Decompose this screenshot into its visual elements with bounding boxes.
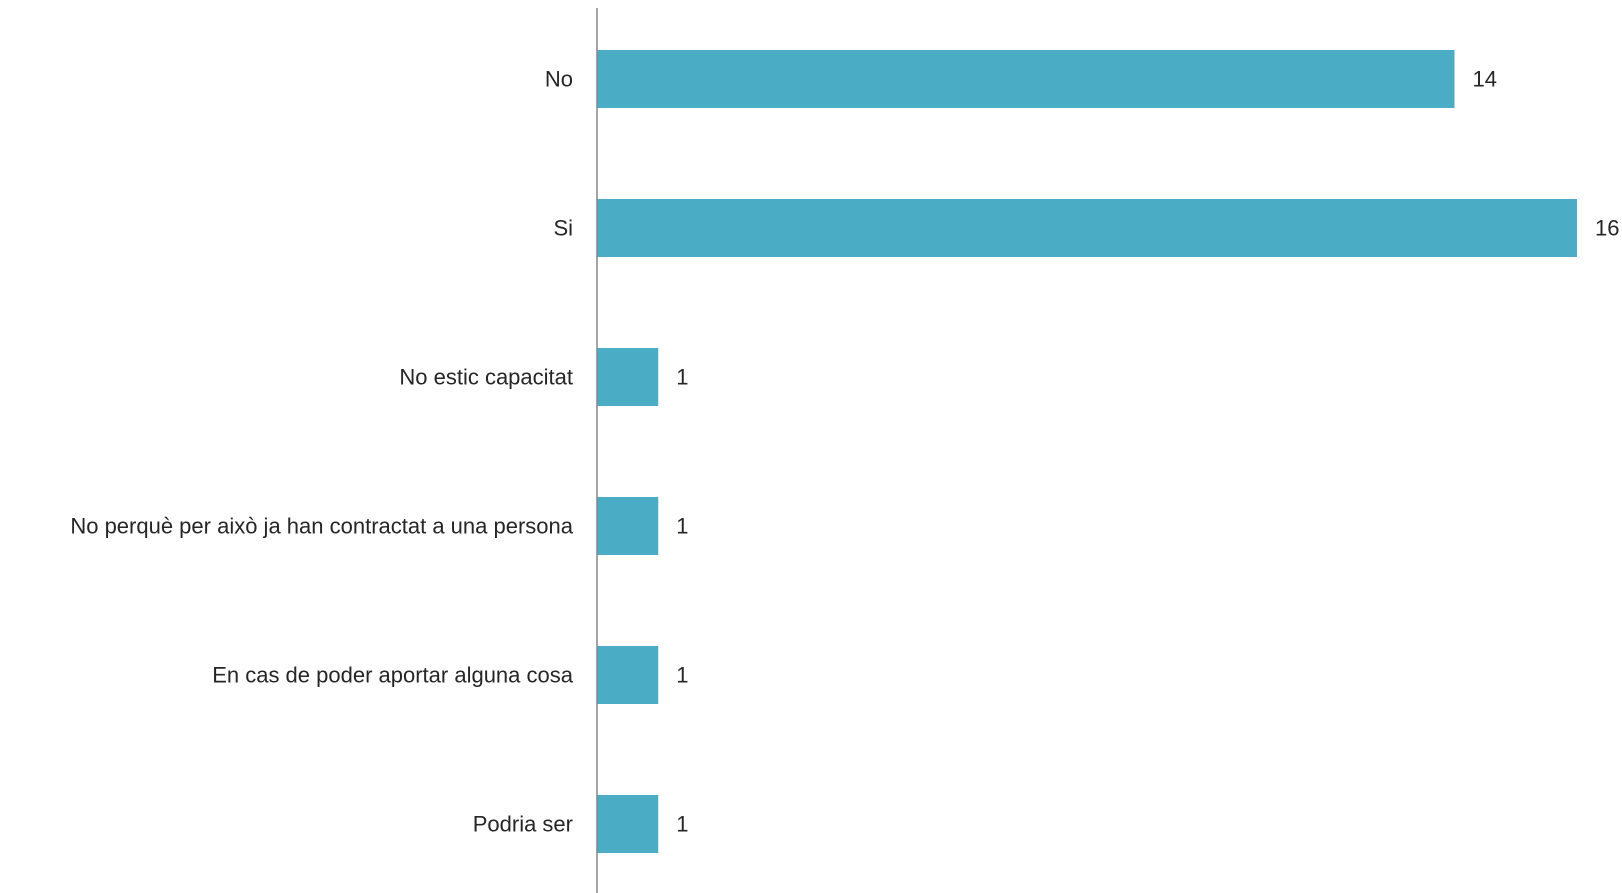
bar-no [597,50,1455,108]
bar-en-cas-de-poder-aportar-alguna-cosa [597,646,659,704]
value-label-si: 16 [1595,216,1619,241]
value-label-no-perque-per-aixo-ja-han-contractat-a-una-persona: 1 [676,514,688,539]
bar-si [597,199,1577,257]
category-label-no-perque-per-aixo-ja-han-contractat-a-una-persona: No perquè per això ja han contractat a u… [70,514,573,539]
value-label-no: 14 [1473,67,1497,92]
category-label-en-cas-de-poder-aportar-alguna-cosa: En cas de poder aportar alguna cosa [212,663,574,688]
bar-no-estic-capacitat [597,348,659,406]
category-label-si: Si [553,216,573,241]
value-label-podria-ser: 1 [676,812,688,837]
value-label-no-estic-capacitat: 1 [676,365,688,390]
value-labels-group: 14 16 1 1 1 1 [676,67,1619,837]
category-label-no: No [545,67,573,92]
bars-group [597,50,1577,853]
bar-no-perque-per-aixo-ja-han-contractat-a-una-persona [597,497,659,555]
category-label-no-estic-capacitat: No estic capacitat [399,365,573,390]
bar-podria-ser [597,795,659,853]
category-label-podria-ser: Podria ser [473,812,573,837]
category-labels-group: No Si No estic capacitat No perquè per això… [70,67,573,837]
value-label-en-cas-de-poder-aportar-alguna-cosa: 1 [676,663,688,688]
